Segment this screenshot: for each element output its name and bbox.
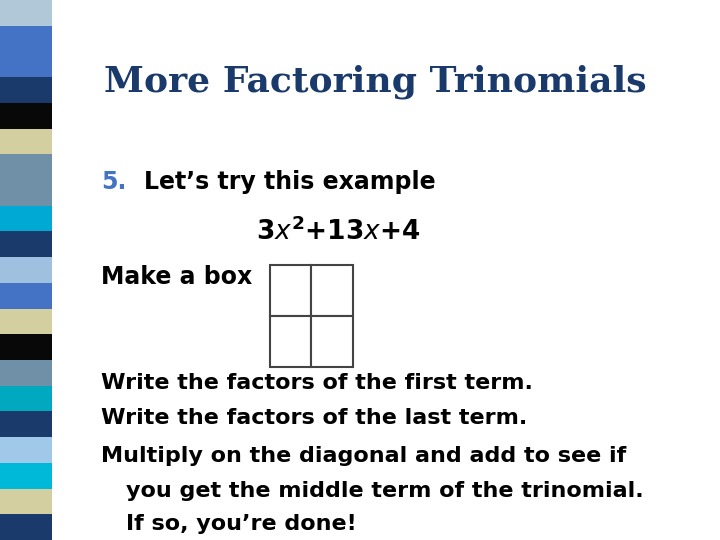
Text: Write the factors of the last term.: Write the factors of the last term. (101, 408, 527, 428)
Text: Multiply on the diagonal and add to see if: Multiply on the diagonal and add to see … (101, 446, 626, 465)
Text: More Factoring Trinomials: More Factoring Trinomials (104, 65, 647, 99)
Text: Make a box: Make a box (101, 265, 252, 288)
Text: Write the factors of the first term.: Write the factors of the first term. (101, 373, 533, 393)
Text: If so, you’re done!: If so, you’re done! (126, 514, 356, 534)
Text: 5.: 5. (101, 170, 126, 194)
Text: Let’s try this example: Let’s try this example (144, 170, 436, 194)
Text: $\mathbf{3}x^{\mathbf{2}}\mathbf{ + 13}x\mathbf{ + 4}$: $\mathbf{3}x^{\mathbf{2}}\mathbf{ + 13}x… (256, 216, 420, 245)
Text: you get the middle term of the trinomial.: you get the middle term of the trinomial… (126, 481, 644, 501)
